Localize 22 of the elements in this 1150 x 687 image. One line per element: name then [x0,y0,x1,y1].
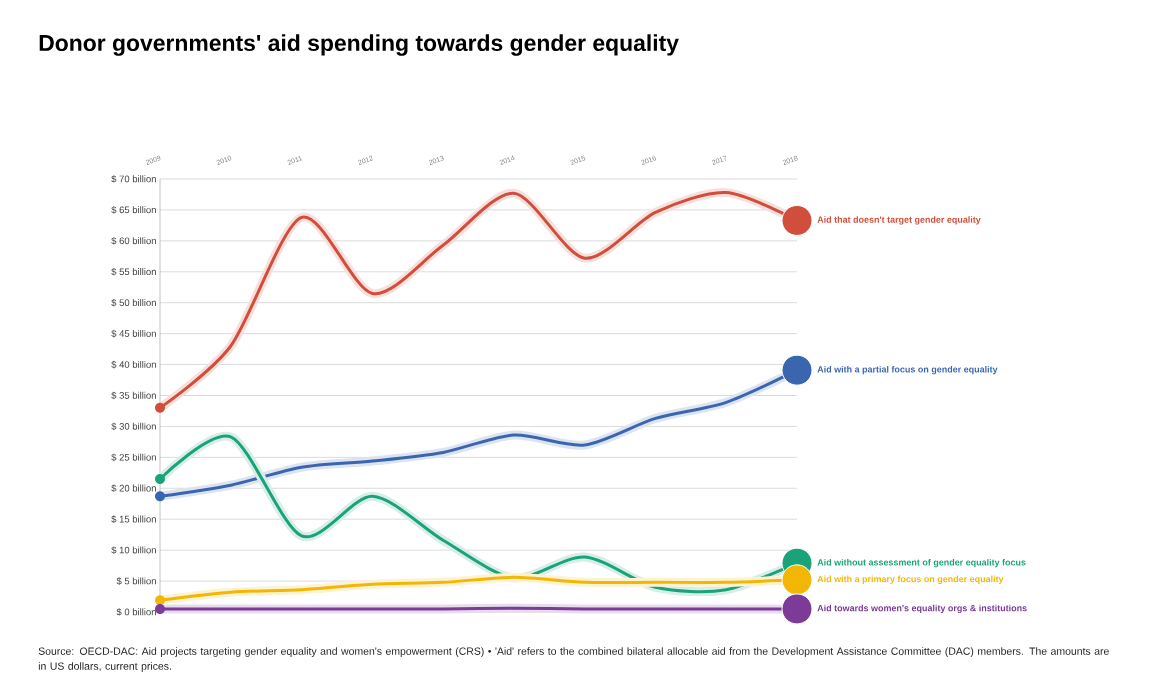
chart-title: Donor governments' aid spending towards gender equality [39,34,679,56]
y-tick-label: $ 0 billion [116,608,156,616]
y-tick-label: $ 50 billion [111,298,156,307]
source-note: Source: OECD-DAC: Aid projects targeting gender equality and women's empowerment (CRS) • 'Aid' refers to the combined bilateral allocable aid from the Development Assistance Committee (DAC) members. The amounts are in US dollars, current prices. [38,647,1109,672]
y-tick-label: $ 30 billion [111,422,156,431]
y-tick-label: $ 55 billion [111,267,156,276]
y-tick-label: $ 65 billion [111,206,156,214]
y-tick-label: $ 40 billion [111,360,156,369]
series-label: Aid towards women's equality orgs & institutions [817,604,1027,614]
y-tick-label: $ 20 billion [111,484,156,493]
series-label: Aid without assessment of gender equality focus [817,558,1026,568]
series-label: Aid with a partial focus on gender equality [817,365,998,375]
y-tick-label: $ 25 billion [111,453,156,462]
y-tick-label: $ 45 billion [111,329,156,338]
series-label: Aid with a primary focus on gender equality [817,575,1004,584]
y-tick-label: $ 60 billion [111,237,156,245]
y-tick-label: $ 70 billion [111,175,156,183]
series-label: Aid that doesn't target gender equality [817,216,981,225]
y-tick-label: $ 35 billion [111,391,156,400]
y-tick-label: $ 5 billion [116,577,156,585]
y-tick-label: $ 10 billion [111,546,156,554]
y-tick-label: $ 15 billion [111,515,156,524]
